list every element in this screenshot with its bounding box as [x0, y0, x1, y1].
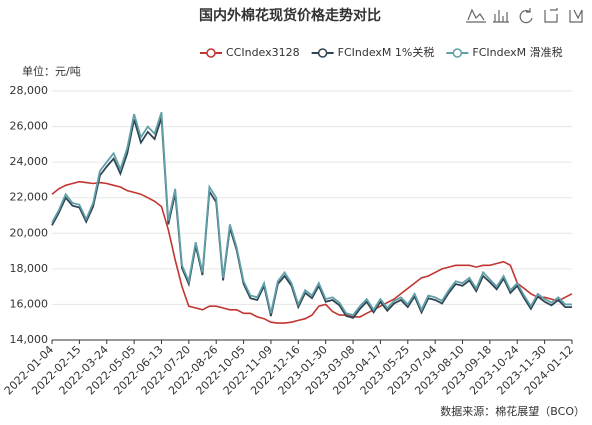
- y-tick-label: 26,000: [10, 120, 49, 133]
- legend-dot: [206, 48, 216, 58]
- legend-item[interactable]: FCIndexM 1%关税: [311, 45, 435, 59]
- tool-restore[interactable]: [519, 8, 533, 24]
- legend-label: CCIndex3128: [226, 46, 300, 59]
- y-tick-label: 24,000: [10, 155, 49, 168]
- toolbox[interactable]: [466, 8, 583, 24]
- tool-download[interactable]: [569, 9, 583, 23]
- legend-item[interactable]: CCIndex3128: [200, 46, 300, 59]
- y-tick-label: 28,000: [10, 84, 49, 97]
- y-tick-label: 14,000: [10, 333, 49, 346]
- series-line: [51, 180, 573, 324]
- y-tick-label: 16,000: [10, 297, 49, 310]
- legend-label: FCIndexM 1%关税: [338, 45, 435, 59]
- tool-save[interactable]: [544, 8, 558, 23]
- chart-title: 国内外棉花现货价格走势对比: [199, 7, 381, 24]
- series-line: [51, 112, 572, 317]
- legend-item[interactable]: FCIndexM 滑准税: [446, 45, 563, 59]
- y-tick-label: 18,000: [10, 262, 49, 275]
- legend-label: FCIndexM 滑准税: [472, 45, 562, 59]
- tool-bar[interactable]: [493, 10, 509, 23]
- tool-line[interactable]: [466, 8, 486, 23]
- source-note: 数据来源：棉花展望（BCO）: [440, 404, 585, 418]
- y-tick-label: 20,000: [10, 226, 49, 239]
- legend-dot: [317, 48, 328, 58]
- y-tick-label: 22,000: [10, 191, 49, 204]
- series-line: [51, 117, 572, 319]
- y-unit-label: 单位：元/吨: [22, 64, 81, 78]
- legend-dot: [452, 48, 463, 58]
